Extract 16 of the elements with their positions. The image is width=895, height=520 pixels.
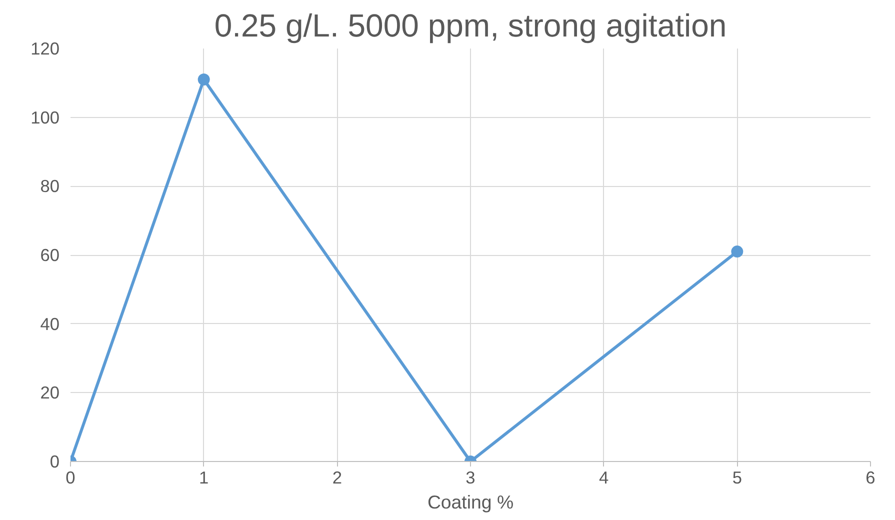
y-tick-label: 0: [50, 452, 60, 472]
y-tick-label: 40: [40, 314, 60, 334]
x-axis-title: Coating %: [427, 492, 514, 512]
chart-title: 0.25 g/L. 5000 ppm, strong agitation: [214, 8, 727, 44]
x-tick-label: 4: [599, 468, 610, 488]
y-tick-label: 20: [40, 382, 60, 403]
y-tick-label: 60: [40, 245, 60, 265]
y-tick-label: 100: [30, 107, 60, 128]
y-tick-label: 120: [30, 38, 60, 58]
x-tick-label: 2: [332, 468, 342, 488]
x-tick-label: 5: [732, 468, 742, 488]
x-tick-label: 6: [866, 468, 876, 488]
x-tick-label: 1: [199, 468, 209, 488]
x-tick-label: 0: [66, 468, 76, 488]
x-tick-label: 3: [466, 468, 476, 488]
y-tick-label: 80: [40, 176, 60, 196]
